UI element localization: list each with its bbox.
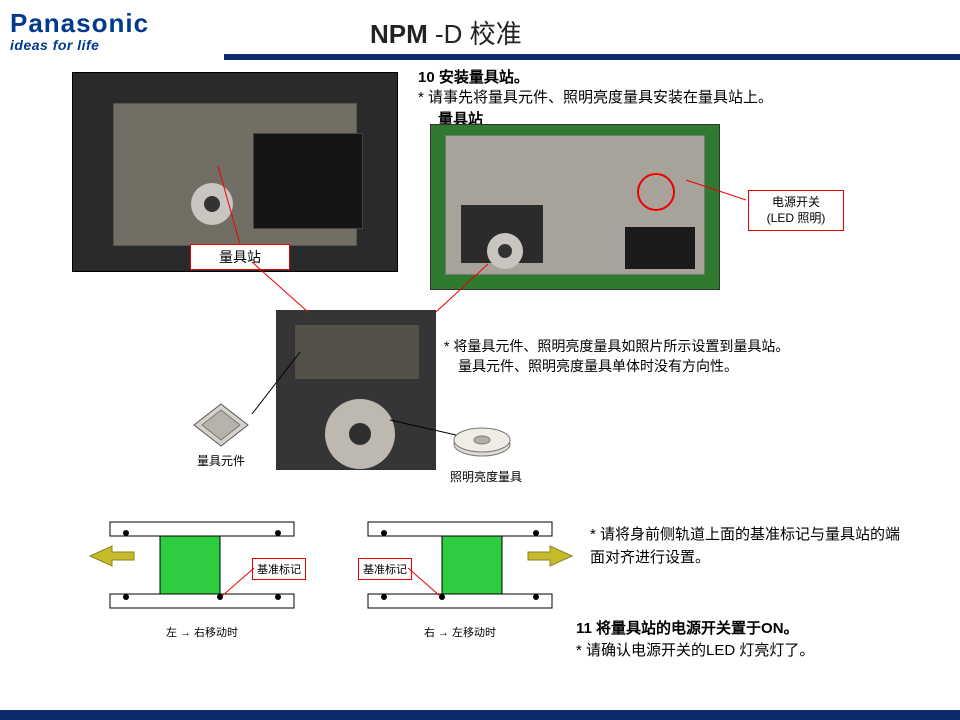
mid-note-line2: 量具元件、照明亮度量具单体时没有方向性。 — [444, 356, 874, 376]
light-jig-label: 照明亮度量具 — [450, 468, 522, 485]
light-jig-drawing: 照明亮度量具 — [450, 420, 522, 485]
logo-sub: ideas for life — [10, 37, 149, 53]
machine-interior-photo — [72, 72, 398, 272]
track-note: * 请将身前侧轨道上面的基准标记与量具站的端面对齐进行设置。 — [590, 524, 910, 569]
step-10-line: * 请事先将量具元件、照明亮度量具安装在量具站上。 — [418, 88, 773, 108]
mid-note-line1: * 将量具元件、照明亮度量具如照片所示设置到量具站。 — [444, 336, 874, 356]
logo-main: Panasonic — [10, 8, 149, 39]
callout-fiducial-right: 基准标记 — [358, 558, 412, 580]
footer-rule — [0, 710, 960, 720]
step-11-line: * 请确认电源开关的LED 灯亮灯了。 — [576, 640, 926, 662]
mid-note: * 将量具元件、照明亮度量具如照片所示设置到量具站。 量具元件、照明亮度量具单体… — [444, 336, 874, 377]
fixture-closeup-photo — [276, 310, 436, 470]
track-ltr-caption: 左 → 右移动时 — [82, 624, 322, 640]
title-bold: NPM — [370, 19, 428, 49]
step-10-heading: 10 安装量具站。 — [418, 68, 773, 88]
title-rest: -D 校准 — [428, 19, 522, 49]
callout-power-switch-line2: (LED 照明) — [751, 211, 841, 227]
callout-power-switch: 电源开关 (LED 照明) — [748, 190, 844, 231]
power-switch-highlight — [637, 173, 675, 211]
jig-part-label: 量具元件 — [186, 452, 256, 469]
panasonic-logo: Panasonic ideas for life — [10, 8, 149, 53]
page-title: NPM -D 校准 — [370, 14, 522, 51]
callout-power-switch-line1: 电源开关 — [751, 195, 841, 211]
callout-fiducial-left: 基准标记 — [252, 558, 306, 580]
step-10-text: 10 安装量具站。 * 请事先将量具元件、照明亮度量具安装在量具站上。 — [418, 68, 773, 109]
track-diagram-rtl: 基准标记 右 → 左移动时 — [340, 510, 580, 630]
step-11-text: 11 将量具站的电源开关置于ON。 * 请确认电源开关的LED 灯亮灯了。 — [576, 618, 926, 662]
track-diagram-ltr: 基准标记 左 → 右移动时 — [82, 510, 322, 630]
header: Panasonic ideas for life NPM -D 校准 — [0, 0, 960, 68]
jig-part-drawing: 量具元件 — [186, 402, 256, 469]
header-rule — [224, 54, 960, 60]
callout-fixture-station: 量具站 — [190, 244, 290, 270]
fixture-station-photo — [430, 124, 720, 290]
track-rtl-caption: 右 → 左移动时 — [340, 624, 580, 640]
step-11-heading: 11 将量具站的电源开关置于ON。 — [576, 618, 926, 640]
